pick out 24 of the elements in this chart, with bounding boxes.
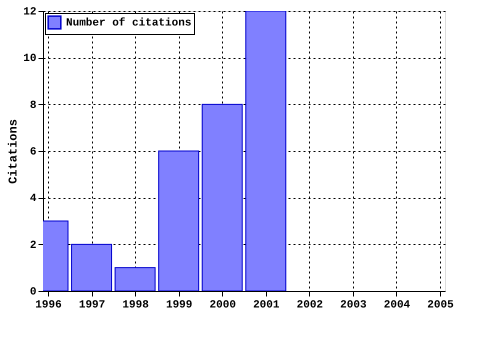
x-tick-label: 1996 [35,300,62,312]
x-tick-label: 2002 [296,300,324,312]
x-tick-label: 1999 [166,300,192,312]
y-tick-label: 6 [30,146,36,158]
x-tick-label: 2004 [384,300,411,312]
legend-label: Number of citations [66,16,192,30]
bar [71,244,112,291]
x-tick-label: 2000 [210,300,236,312]
bar [202,104,243,291]
x-tick-label: 1997 [78,300,106,312]
y-tick-label: 4 [30,193,37,206]
y-axis-title: Citations [6,119,20,184]
x-tick-label: 2001 [253,300,280,312]
bar [114,267,156,291]
y-tick-label: 10 [23,53,36,66]
y-tick-label: 0 [30,286,36,298]
y-tick-label: 8 [30,100,37,112]
y-tick-label: 12 [23,6,36,18]
x-tick-label: 2003 [340,300,367,312]
x-tick-label: 2005 [427,300,454,312]
x-tick-label: 1998 [122,300,150,312]
y-tick-label: 2 [30,240,36,252]
bar [245,11,286,291]
bar [158,150,200,291]
